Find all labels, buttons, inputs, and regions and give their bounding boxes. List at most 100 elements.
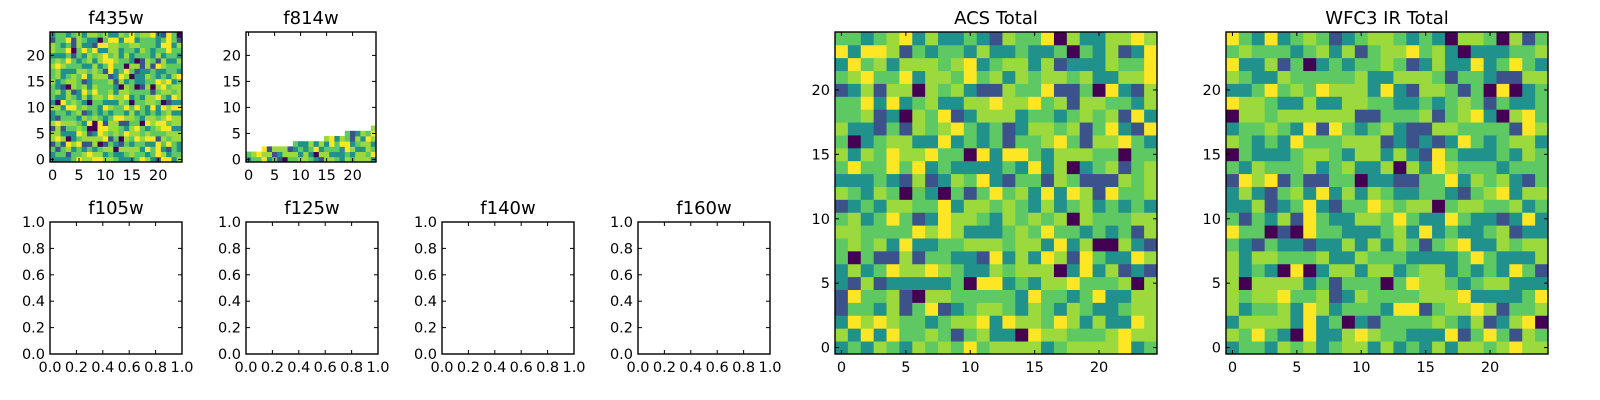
heatmap-cell (1002, 96, 1016, 110)
heatmap-cell (176, 146, 183, 152)
heatmap-cell (108, 94, 114, 100)
heatmap-cell (118, 78, 125, 85)
heatmap-cell (171, 120, 178, 126)
heatmap-cell (1066, 83, 1081, 97)
heatmap-cell (1053, 250, 1068, 265)
heatmap-cell (1341, 44, 1356, 59)
heatmap-cell (1015, 160, 1029, 175)
heatmap-cell (365, 130, 372, 137)
heatmap-cell (989, 160, 1003, 175)
heatmap-cell (1041, 147, 1055, 162)
heatmap-cell (155, 136, 162, 142)
heatmap-cell (1393, 250, 1407, 265)
heatmap-cell (1290, 135, 1304, 149)
heatmap-cell (1316, 328, 1330, 342)
heatmap-cell (1341, 70, 1356, 84)
heatmap-cell (1053, 263, 1068, 278)
heatmap-cell (1105, 328, 1119, 342)
heatmap-cell (1238, 83, 1253, 97)
heatmap-cell (925, 328, 939, 342)
heatmap-cell (1470, 341, 1484, 355)
heatmap-cell (334, 146, 340, 152)
heatmap-cell (989, 238, 1003, 252)
heatmap-cell (1367, 96, 1381, 110)
heatmap-cell (1316, 160, 1330, 175)
heatmap-cell (81, 89, 88, 95)
heatmap-cell (86, 99, 93, 106)
heatmap-cell (60, 146, 67, 152)
heatmap-cell (292, 156, 299, 163)
heatmap-cell (1238, 199, 1253, 213)
heatmap-cell (1483, 250, 1497, 265)
x-tick-label: 0.2 (457, 360, 480, 376)
heatmap-cell (350, 136, 356, 142)
heatmap-cell (150, 73, 156, 80)
heatmap-cell (176, 125, 183, 132)
heatmap-cell (1329, 315, 1343, 329)
heatmap-cell (1264, 186, 1278, 200)
heatmap-cell (1341, 83, 1356, 97)
heatmap-cell (1131, 122, 1145, 136)
heatmap-cell (134, 42, 141, 48)
heatmap-cell (1419, 57, 1433, 72)
heatmap-cell (166, 89, 172, 95)
heatmap-cell (1226, 44, 1240, 59)
heatmap-cell (129, 84, 135, 90)
heatmap-cell (1316, 135, 1330, 149)
heatmap-cell (1509, 109, 1523, 123)
y-tick-label: 20 (223, 48, 241, 64)
heatmap-cell (108, 68, 114, 74)
heatmap-cell (60, 68, 67, 74)
heatmap-cell (129, 52, 135, 59)
heatmap-cell (118, 84, 125, 90)
heatmap-cell (344, 141, 351, 147)
heatmap-cell (139, 104, 146, 111)
heatmap-cell (113, 115, 120, 121)
heatmap-cell (1066, 276, 1081, 290)
heatmap-cell (134, 115, 141, 121)
x-tick-label: 10 (96, 168, 114, 184)
heatmap-cell (1535, 70, 1549, 84)
heatmap-cell (950, 276, 965, 290)
heatmap-cell (113, 68, 120, 74)
heatmap-cell (71, 146, 77, 152)
heatmap-cell (1079, 289, 1093, 303)
heatmap-cell (1393, 341, 1407, 355)
heatmap-cell (1329, 57, 1343, 72)
heatmap-cell (1329, 96, 1343, 110)
heatmap-cell (1264, 328, 1278, 342)
heatmap-cell (1341, 212, 1356, 226)
heatmap-cell (108, 130, 114, 137)
heatmap-cell (1496, 44, 1510, 59)
heatmap-cell (1028, 147, 1042, 162)
heatmap-cell (155, 130, 162, 137)
heatmap-cell (925, 44, 939, 59)
heatmap-cell (1226, 96, 1240, 110)
heatmap-cell (925, 302, 939, 316)
heatmap-cell (1406, 225, 1420, 239)
heatmap-cell (86, 94, 93, 100)
heatmap-cell (1354, 147, 1369, 162)
heatmap-cell (1496, 250, 1510, 265)
heatmap-cell (145, 104, 151, 111)
heatmap-cell (938, 315, 952, 329)
x-tick-label: 0.4 (679, 360, 702, 376)
heatmap-cell (118, 47, 125, 54)
heatmap-cell (1457, 173, 1472, 187)
axes-frame (245, 221, 379, 355)
heatmap-cell (1238, 276, 1253, 290)
heatmap-cell (1079, 57, 1093, 72)
heatmap-cell (1470, 250, 1484, 265)
heatmap-cell (1041, 250, 1055, 265)
heatmap-cell (976, 173, 990, 187)
heatmap-cell (277, 156, 283, 163)
heatmap-cell (873, 32, 887, 46)
heatmap-cell (1341, 199, 1356, 213)
heatmap-cell (86, 63, 93, 69)
heatmap-cell (1028, 302, 1042, 316)
heatmap-cell (1419, 160, 1433, 175)
heatmap-cell (50, 141, 56, 147)
heatmap-cell (1341, 302, 1356, 316)
heatmap-cell (1380, 83, 1394, 97)
heatmap-cell (86, 58, 93, 64)
